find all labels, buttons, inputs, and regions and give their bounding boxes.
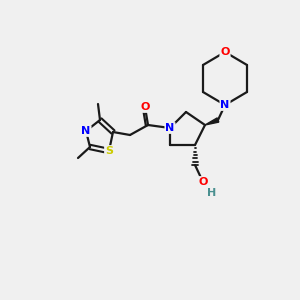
Text: O: O: [198, 177, 208, 187]
Text: N: N: [220, 100, 230, 110]
Text: H: H: [207, 188, 217, 198]
Text: S: S: [105, 146, 113, 156]
Text: O: O: [140, 102, 150, 112]
Text: O: O: [220, 47, 230, 57]
Text: N: N: [81, 126, 91, 136]
Polygon shape: [205, 118, 219, 125]
Text: N: N: [165, 123, 175, 133]
